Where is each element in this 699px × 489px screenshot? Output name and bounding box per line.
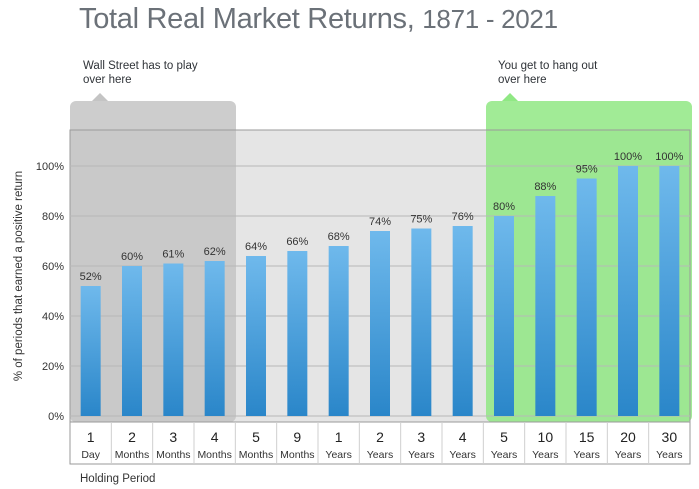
x-tick-unit: Years [325, 449, 351, 461]
bar [80, 286, 101, 416]
x-tick-number: 3 [169, 429, 177, 445]
chart-title: Total Real Market Returns, 1871 - 2021 [79, 3, 558, 36]
x-tick-number: 1 [335, 429, 343, 445]
bars: 52% 60% 61% 62% 64% 66% 68% 74% 75% 76% 80% 88% 95% 1… [80, 151, 684, 416]
bar [163, 263, 184, 416]
x-tick-unit: Years [615, 449, 641, 461]
bar-value-label: 74% [369, 216, 391, 228]
bar [328, 246, 349, 416]
x-tick-unit: Months [115, 449, 149, 461]
left-callout-line-2: over here [83, 74, 132, 86]
bar [535, 196, 556, 416]
bar-value-label: 68% [328, 231, 350, 243]
bar-value-label: 62% [204, 246, 226, 258]
x-tick-number: 4 [459, 429, 467, 445]
wall-street-callout-pointer [92, 93, 108, 101]
y-tick-label: 60% [42, 261, 64, 273]
x-tick-unit: Day [81, 449, 100, 461]
chart-title-years: 1871 - 2021 [422, 4, 558, 34]
bar-value-label: 80% [493, 201, 515, 213]
bar-value-label: 88% [534, 181, 556, 193]
bar-value-label: 100% [655, 151, 683, 163]
right-callout-line-2: over here [498, 74, 547, 86]
y-tick-label: 0% [48, 411, 64, 423]
bar [246, 256, 266, 416]
bar-value-label: 64% [245, 241, 267, 253]
left-callout-line-1: Wall Street has to play [83, 60, 198, 72]
bar [411, 228, 432, 416]
bar [204, 261, 225, 416]
bar [370, 231, 390, 416]
bar [287, 251, 308, 416]
x-tick-unit: Years [656, 449, 682, 461]
x-axis-categories: 1 Day 2 Months 3 Months 4 Months 5 Months 9 Months 1… [81, 422, 683, 464]
bar [618, 166, 638, 416]
chart-title-main: Total Real Market Returns, [79, 3, 415, 35]
bar-value-label: 66% [286, 236, 308, 248]
x-tick-number: 30 [662, 429, 678, 445]
bar-value-label: 52% [80, 271, 102, 283]
bar-value-label: 61% [162, 249, 184, 261]
x-tick-number: 4 [211, 429, 219, 445]
y-tick-label: 20% [42, 361, 64, 373]
x-tick-number: 15 [579, 429, 595, 445]
investor-callout-pointer [502, 93, 518, 101]
x-tick-number: 5 [252, 429, 260, 445]
x-tick-number: 5 [500, 429, 508, 445]
bar-value-label: 100% [614, 151, 642, 163]
x-tick-number: 3 [417, 429, 425, 445]
x-tick-unit: Months [197, 449, 231, 461]
x-tick-number: 9 [293, 429, 301, 445]
bar-value-label: 75% [410, 214, 432, 226]
bar-value-label: 95% [576, 164, 598, 176]
bar [122, 266, 142, 416]
x-axis-panel [69, 421, 691, 465]
x-axis-title: Holding Period [80, 473, 155, 485]
bar [494, 216, 514, 416]
y-axis-ticks: 0% 20% 40% 60% 80% 100% [36, 161, 64, 423]
bar-value-label: 60% [121, 251, 143, 263]
x-tick-unit: Years [573, 449, 599, 461]
x-tick-number: 1 [87, 429, 95, 445]
x-tick-unit: Years [367, 449, 393, 461]
bar [452, 226, 473, 416]
right-callout-line-1: You get to hang out [498, 60, 598, 72]
x-tick-number: 2 [376, 429, 384, 445]
x-tick-unit: Years [532, 449, 558, 461]
x-tick-unit: Months [156, 449, 190, 461]
x-tick-number: 2 [128, 429, 136, 445]
x-tick-unit: Months [239, 449, 273, 461]
bar [659, 166, 680, 416]
y-tick-label: 40% [42, 311, 64, 323]
x-tick-number: 20 [620, 429, 636, 445]
x-tick-unit: Years [491, 449, 517, 461]
bar-value-label: 76% [452, 211, 474, 223]
y-tick-label: 100% [36, 161, 64, 173]
wall-street-zone [70, 101, 236, 422]
bar [576, 178, 597, 416]
x-tick-number: 10 [538, 429, 554, 445]
x-tick-unit: Months [280, 449, 314, 461]
x-tick-unit: Years [408, 449, 434, 461]
y-axis-title: % of periods that earned a positive retu… [13, 171, 25, 381]
y-tick-label: 80% [42, 211, 64, 223]
x-tick-unit: Years [449, 449, 475, 461]
